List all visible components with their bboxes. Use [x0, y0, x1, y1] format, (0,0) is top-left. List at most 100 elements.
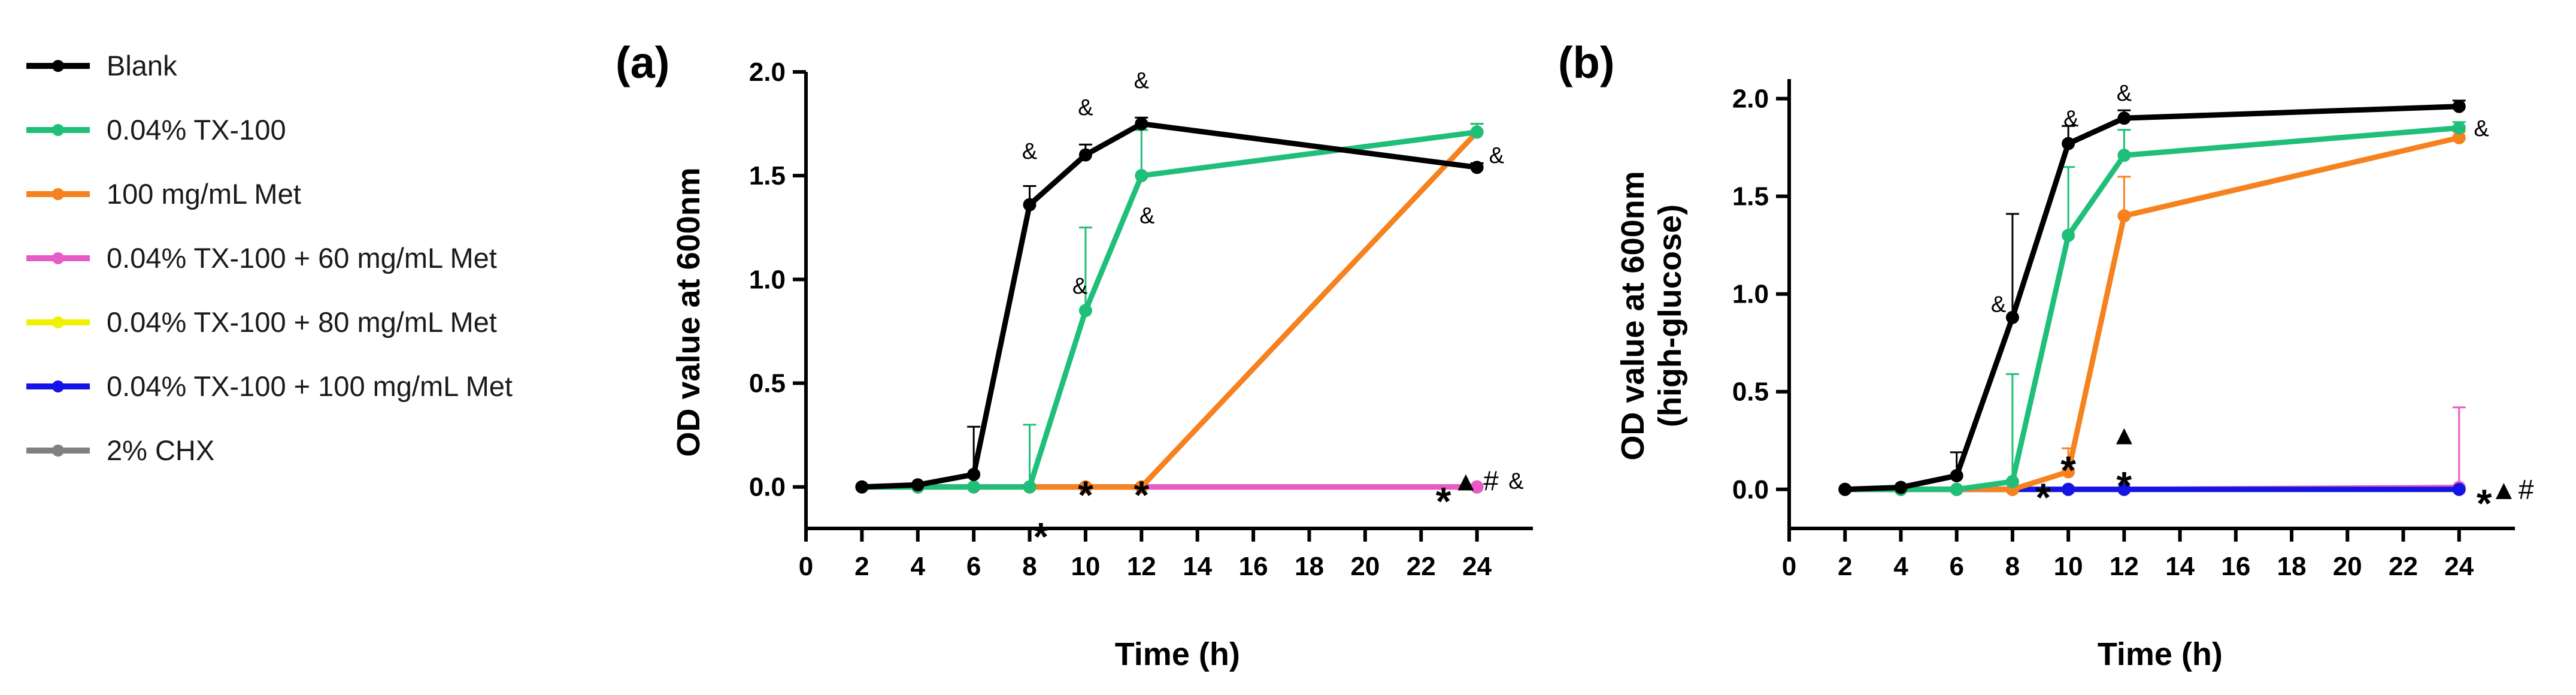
data-point — [2452, 121, 2466, 135]
x-tick-label: 24 — [1462, 552, 1492, 581]
data-point — [2117, 209, 2131, 223]
significance-ampersand: & — [2063, 107, 2078, 132]
data-point — [1078, 304, 1092, 318]
x-tick-label: 0 — [799, 552, 813, 581]
series-line — [1845, 104, 2459, 492]
legend: Blank 0.04% TX-100 100 mg/mL Met 0.04% TX-1… — [26, 50, 513, 466]
data-point — [1078, 148, 1092, 162]
significance-asterisk: * — [2035, 475, 2051, 519]
legend-swatch-marker — [52, 60, 64, 72]
x-tick-label: 14 — [1183, 552, 1212, 581]
significance-ampersand: & — [1508, 469, 1523, 494]
x-tick-label: 12 — [2110, 552, 2139, 581]
y-axis-title: OD value at 600nm — [1615, 171, 1651, 460]
series-0-04-tx-100 — [1838, 121, 2466, 496]
legend-swatch-marker — [52, 316, 64, 328]
legend-swatch-marker — [52, 380, 64, 392]
significance-triangle: ▲ — [1452, 465, 1480, 496]
series-blank — [1838, 99, 2466, 496]
legend-label: 0.04% TX-100 + 100 mg/mL Met — [107, 370, 513, 402]
axes: 0.00.51.01.52.00 2 4 6 8 10 12 14 16 18 20 22 24 — [749, 58, 1533, 581]
x-axis-title: Time (h) — [2098, 636, 2223, 672]
y-tick-label: 0.0 — [749, 473, 786, 502]
significance-hash: # — [1483, 465, 1499, 496]
panel-label: (b) — [1558, 38, 1615, 87]
x-tick-label: 14 — [2165, 552, 2195, 581]
series-blank — [855, 116, 1484, 494]
series-line — [862, 129, 1478, 490]
data-point — [1023, 198, 1037, 211]
x-tick-label: 10 — [2054, 552, 2083, 581]
significance-asterisk: * — [2117, 464, 2132, 508]
x-tick-label: 8 — [1022, 552, 1037, 581]
significance-triangle: ▲ — [2490, 474, 2518, 505]
significance-asterisk: * — [2477, 481, 2492, 525]
y-tick-label: 1.0 — [1732, 280, 1769, 309]
data-point — [2005, 310, 2019, 324]
significance-ampersand: & — [1022, 139, 1037, 164]
x-tick-label: 20 — [2333, 552, 2362, 581]
data-point — [2452, 99, 2466, 113]
legend-swatch-marker — [52, 124, 64, 136]
significance-ampersand: & — [1139, 203, 1154, 228]
series-0-04-tx-100 — [855, 123, 1484, 494]
x-tick-label: 0 — [1782, 552, 1796, 581]
y-axis-title: OD value at 600nm — [671, 167, 707, 457]
significance-asterisk: * — [1134, 473, 1149, 517]
series-line — [1845, 135, 2460, 492]
data-point — [967, 480, 981, 494]
data-point — [1078, 480, 1092, 494]
legend-item-0-04-tx-100-60-mg-ml-met: 0.04% TX-100 + 60 mg/mL Met — [26, 242, 497, 274]
x-tick-label: 2 — [1838, 552, 1852, 581]
x-tick-label: 18 — [2277, 552, 2307, 581]
legend-item-0-04-tx-100: 0.04% TX-100 — [26, 114, 286, 146]
data-point — [1838, 482, 1852, 496]
legend-item-blank: Blank — [26, 50, 177, 81]
x-tick-label: 16 — [2221, 552, 2250, 581]
y-tick-label: 0.5 — [749, 369, 786, 398]
legend-label: Blank — [107, 50, 177, 81]
y-tick-label: 0.5 — [1732, 377, 1769, 407]
panel-a: (a)0.00.51.01.52.00 2 4 6 8 10 12 14 16 18 20 22 24T… — [616, 38, 1533, 672]
x-tick-label: 20 — [1350, 552, 1380, 581]
legend-label: 0.04% TX-100 + 60 mg/mL Met — [107, 242, 497, 274]
panel-b: (b)0.00.51.01.52.00 2 4 6 8 10 12 14 16 18 20 22 24T… — [1558, 38, 2534, 672]
x-tick-label: 22 — [1407, 552, 1436, 581]
data-point — [2452, 482, 2466, 496]
x-tick-label: 18 — [1295, 552, 1324, 581]
data-point — [2452, 131, 2466, 144]
significance-ampersand: & — [2474, 116, 2489, 141]
legend-label: 0.04% TX-100 — [107, 114, 286, 146]
significance-ampersand: & — [1078, 95, 1093, 120]
data-point — [2062, 137, 2075, 150]
x-tick-label: 2 — [854, 552, 869, 581]
significance-ampersand: & — [1991, 292, 2006, 317]
x-tick-label: 4 — [1893, 552, 1908, 581]
significance-hash: # — [2519, 474, 2534, 505]
x-tick-label: 6 — [966, 552, 981, 581]
data-point — [1470, 125, 1484, 139]
y-tick-label: 1.0 — [749, 265, 786, 294]
y-tick-label: 1.5 — [1732, 182, 1769, 211]
legend-label: 2% CHX — [107, 434, 214, 466]
legend-item-0-04-tx-100-100-mg-ml-met: 0.04% TX-100 + 100 mg/mL Met — [26, 370, 513, 402]
data-point — [1470, 161, 1484, 174]
data-point — [1894, 481, 1908, 494]
data-point — [2005, 475, 2019, 488]
legend-label: 100 mg/mL Met — [107, 178, 301, 210]
data-point — [2117, 149, 2131, 162]
legend-item-100-mg-ml-met: 100 mg/mL Met — [26, 178, 301, 210]
x-tick-label: 6 — [1949, 552, 1963, 581]
annotations: &&&&**▲* *▲ # — [1991, 81, 2534, 525]
significance-asterisk: * — [1078, 473, 1093, 517]
legend-label: 0.04% TX-100 + 80 mg/mL Met — [107, 306, 497, 338]
series-100-mg-ml-met — [855, 123, 1484, 494]
significance-triangle: ▲ — [2111, 419, 2138, 451]
data-point — [2117, 482, 2131, 496]
data-point — [855, 480, 869, 494]
data-point — [1950, 469, 1963, 482]
data-point — [2062, 465, 2075, 479]
y-tick-label: 1.5 — [749, 161, 786, 191]
series-line — [862, 130, 1479, 490]
